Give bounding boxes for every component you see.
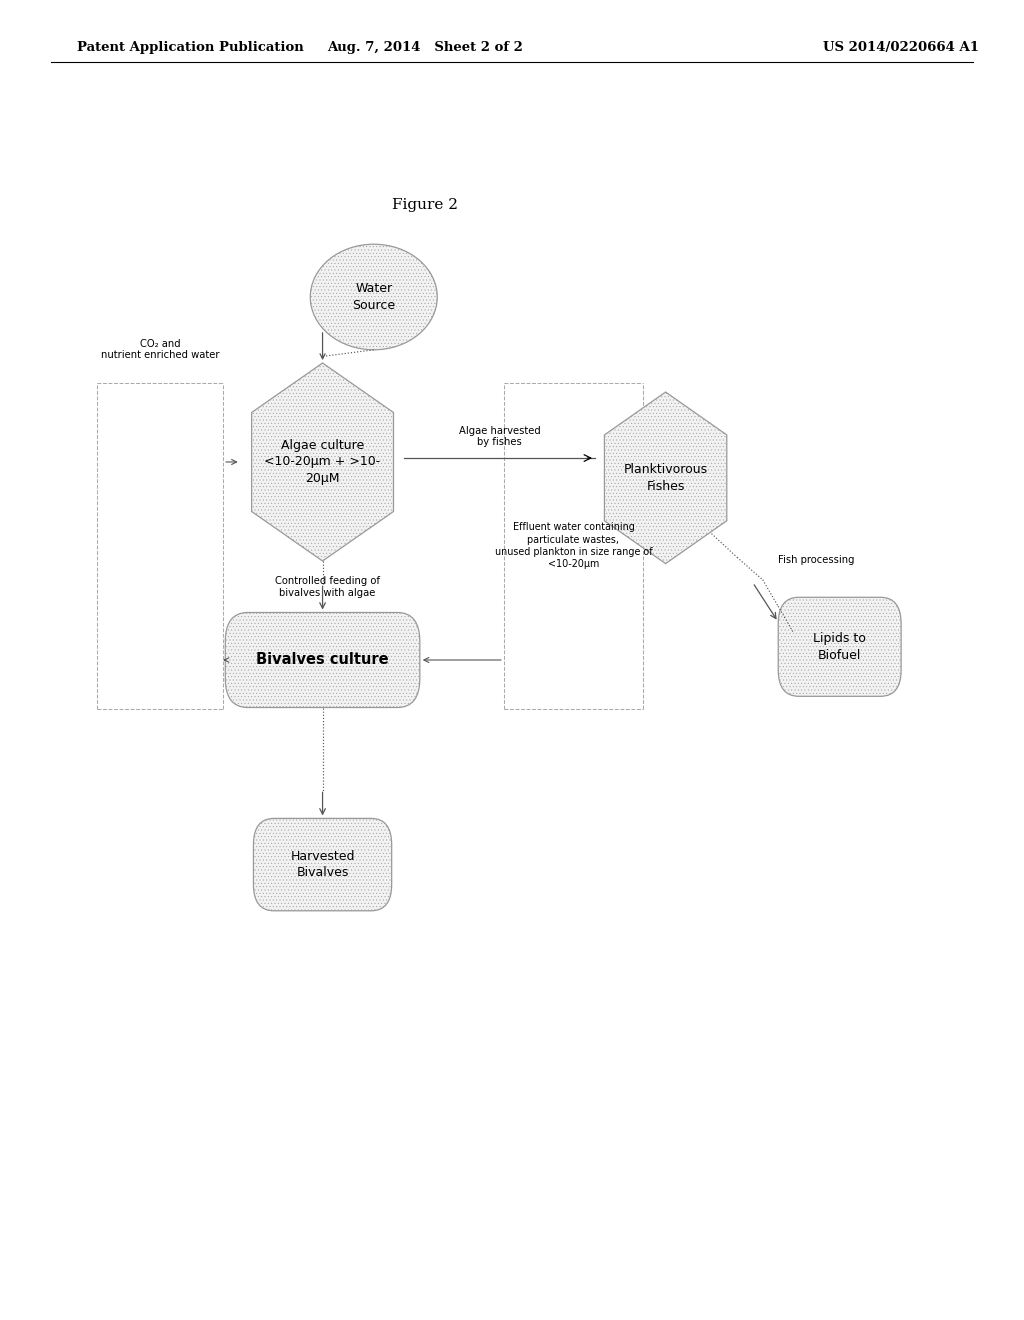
- Text: Figure 2: Figure 2: [392, 198, 458, 211]
- Text: Algae harvested
by fishes: Algae harvested by fishes: [459, 426, 541, 447]
- Text: Algae culture
<10-20μm + >10-
20μM: Algae culture <10-20μm + >10- 20μM: [264, 440, 381, 484]
- FancyBboxPatch shape: [225, 612, 420, 708]
- Text: Harvested
Bivalves: Harvested Bivalves: [291, 850, 354, 879]
- Text: Fish processing: Fish processing: [778, 554, 855, 565]
- Polygon shape: [252, 363, 393, 561]
- Text: Aug. 7, 2014   Sheet 2 of 2: Aug. 7, 2014 Sheet 2 of 2: [327, 41, 523, 54]
- Text: Controlled feeding of
bivalves with algae: Controlled feeding of bivalves with alga…: [275, 576, 380, 598]
- Text: Effluent water containing
particulate wastes,
unused plankton in size range of
<: Effluent water containing particulate wa…: [495, 523, 652, 569]
- FancyBboxPatch shape: [254, 818, 391, 911]
- Text: Bivalves culture: Bivalves culture: [256, 652, 389, 668]
- Text: Planktivorous
Fishes: Planktivorous Fishes: [624, 463, 708, 492]
- FancyBboxPatch shape: [778, 597, 901, 697]
- Text: Patent Application Publication: Patent Application Publication: [77, 41, 303, 54]
- Ellipse shape: [310, 244, 437, 350]
- Text: CO₂ and
nutrient enriched water: CO₂ and nutrient enriched water: [101, 339, 219, 360]
- Text: Lipids to
Biofuel: Lipids to Biofuel: [813, 632, 866, 661]
- Text: US 2014/0220664 A1: US 2014/0220664 A1: [823, 41, 979, 54]
- Polygon shape: [604, 392, 727, 564]
- Text: Water
Source: Water Source: [352, 282, 395, 312]
